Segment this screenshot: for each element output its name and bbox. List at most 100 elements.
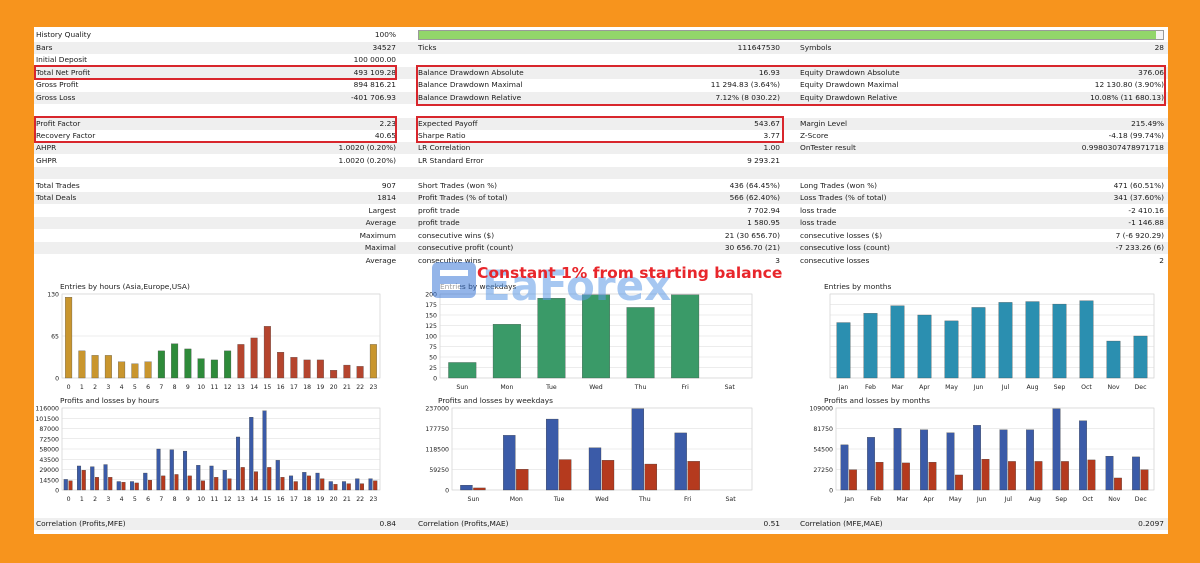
bar-profit bbox=[460, 485, 473, 491]
bar bbox=[91, 355, 99, 379]
stat-label: Sharpe Ratio bbox=[418, 131, 466, 140]
x-tick-label: 7 bbox=[159, 384, 163, 391]
stat-label: consecutive wins ($) bbox=[418, 231, 495, 240]
bar bbox=[863, 313, 878, 379]
stats-row: AHPR 1.0020 (0.20%) LR Correlation 1.00 OnTe… bbox=[34, 142, 1168, 155]
bar bbox=[224, 350, 232, 379]
stat-label: Gross Loss bbox=[36, 93, 76, 102]
stat-value: 566 (62.40%) bbox=[729, 193, 780, 202]
stat-value: 0.9980307478971718 bbox=[1081, 143, 1164, 152]
history-quality-bar bbox=[418, 30, 1164, 40]
bar-loss bbox=[320, 478, 325, 491]
bar bbox=[104, 355, 112, 379]
bar bbox=[197, 358, 205, 379]
bar-profit bbox=[169, 449, 174, 491]
bar-profit bbox=[103, 464, 108, 491]
bar-profit bbox=[840, 444, 849, 491]
x-tick-label: 3 bbox=[106, 384, 110, 391]
x-tick-label: 22 bbox=[356, 496, 364, 503]
stat-label: Total Net Profit bbox=[36, 68, 91, 77]
stat-label: loss trade bbox=[800, 218, 837, 227]
bar-loss bbox=[1034, 461, 1043, 491]
x-tick-label: 14 bbox=[250, 384, 258, 391]
x-tick-label: 18 bbox=[303, 496, 311, 503]
bar-profit bbox=[116, 481, 121, 491]
highlight-net-profit bbox=[34, 65, 397, 80]
bar-profit bbox=[1026, 429, 1034, 491]
bar-profit bbox=[588, 447, 602, 491]
bar-loss bbox=[121, 482, 126, 491]
x-tick-label: 11 bbox=[210, 384, 218, 391]
stats-row: GHPR 1.0020 (0.20%) LR Standard Error 9 293… bbox=[34, 155, 1168, 167]
x-tick-label: Thu bbox=[638, 496, 651, 503]
bar-loss bbox=[214, 477, 219, 491]
correlation-label: Correlation (Profits,MAE) bbox=[418, 519, 509, 528]
stat-label: LR Correlation bbox=[418, 143, 471, 152]
stat-label: profit trade bbox=[418, 206, 460, 215]
stat-label: consecutive wins bbox=[418, 256, 482, 265]
bar-loss bbox=[558, 459, 572, 491]
stat-label: Equity Drawdown Absolute bbox=[800, 68, 900, 77]
x-tick-label: May bbox=[949, 496, 962, 503]
history-quality-label: History Quality bbox=[36, 30, 92, 39]
bar-loss bbox=[227, 478, 232, 491]
stats-row: Gross Profit 894 816.21 Balance Drawdown M… bbox=[34, 79, 1168, 91]
bar-profit bbox=[63, 479, 68, 491]
y-tick-label: 58000 bbox=[39, 447, 59, 454]
x-tick-label: Fri bbox=[684, 496, 692, 503]
y-tick-label: 118500 bbox=[425, 447, 449, 454]
bar bbox=[316, 359, 324, 379]
correlation-value: 0.51 bbox=[763, 519, 780, 528]
y-tick-label: 14500 bbox=[39, 477, 59, 484]
bar-loss bbox=[516, 469, 529, 491]
stat-value: 12 130.80 (3.90%) bbox=[1094, 80, 1164, 89]
y-tick-label: 50 bbox=[429, 355, 437, 362]
stat-value: 11 294.83 (3.64%) bbox=[710, 80, 780, 89]
bar-profit bbox=[262, 410, 267, 491]
bar-loss bbox=[1140, 469, 1149, 491]
x-tick-label: 13 bbox=[237, 496, 245, 503]
stat-value: 40.65 bbox=[374, 131, 396, 140]
bar-profit bbox=[275, 460, 280, 491]
x-tick-label: 1 bbox=[80, 384, 84, 391]
bar-loss bbox=[240, 467, 245, 491]
x-tick-label: 2 bbox=[93, 384, 97, 391]
bar-profit bbox=[196, 465, 201, 491]
stat-value: 2 bbox=[1159, 256, 1164, 265]
bar-loss bbox=[359, 483, 364, 491]
stat-label: consecutive losses ($) bbox=[800, 231, 883, 240]
x-tick-label: Sat bbox=[725, 496, 736, 503]
stat-label: GHPR bbox=[36, 156, 57, 165]
stat-value: 1.0020 (0.20%) bbox=[338, 143, 396, 152]
y-tick-label: 59250 bbox=[429, 467, 449, 474]
x-tick-label: Sun bbox=[456, 384, 468, 391]
stats-row: Total Net Profit 493 109.28 Balance Drawdo… bbox=[34, 67, 1168, 80]
stat-value: 215.49% bbox=[1131, 119, 1164, 128]
x-tick-label: Dec bbox=[1135, 384, 1148, 391]
bar-profit bbox=[302, 472, 307, 491]
stat-value: 10.08% (11 680.13) bbox=[1090, 93, 1164, 102]
x-tick-label: 0 bbox=[67, 384, 71, 391]
x-tick-label: 8 bbox=[173, 496, 177, 503]
y-tick-label: 0 bbox=[55, 376, 59, 383]
stats-row: Maximum consecutive wins ($) 21 (30 656.70… bbox=[34, 230, 1168, 242]
x-tick-label: Tue bbox=[553, 496, 565, 503]
bar bbox=[971, 307, 986, 379]
stat-value: 1 580.95 bbox=[747, 218, 780, 227]
bar-profit bbox=[631, 408, 645, 491]
stat-value: -7 233.26 (6) bbox=[1115, 243, 1164, 252]
stat-value: 7 (-6 920.29) bbox=[1115, 231, 1164, 240]
bar bbox=[1106, 340, 1121, 379]
x-tick-label: 17 bbox=[290, 496, 298, 503]
y-tick-label: 0 bbox=[433, 376, 437, 383]
bar-profit bbox=[342, 481, 347, 491]
bar bbox=[263, 326, 271, 379]
correlation-value: 0.2097 bbox=[1138, 519, 1164, 528]
chart-title: Entries by hours (Asia,Europe,USA) bbox=[60, 282, 190, 291]
bar bbox=[998, 302, 1013, 379]
x-tick-label: 9 bbox=[186, 384, 190, 391]
bar bbox=[582, 294, 610, 379]
stat-label: Equity Drawdown Relative bbox=[800, 93, 898, 102]
